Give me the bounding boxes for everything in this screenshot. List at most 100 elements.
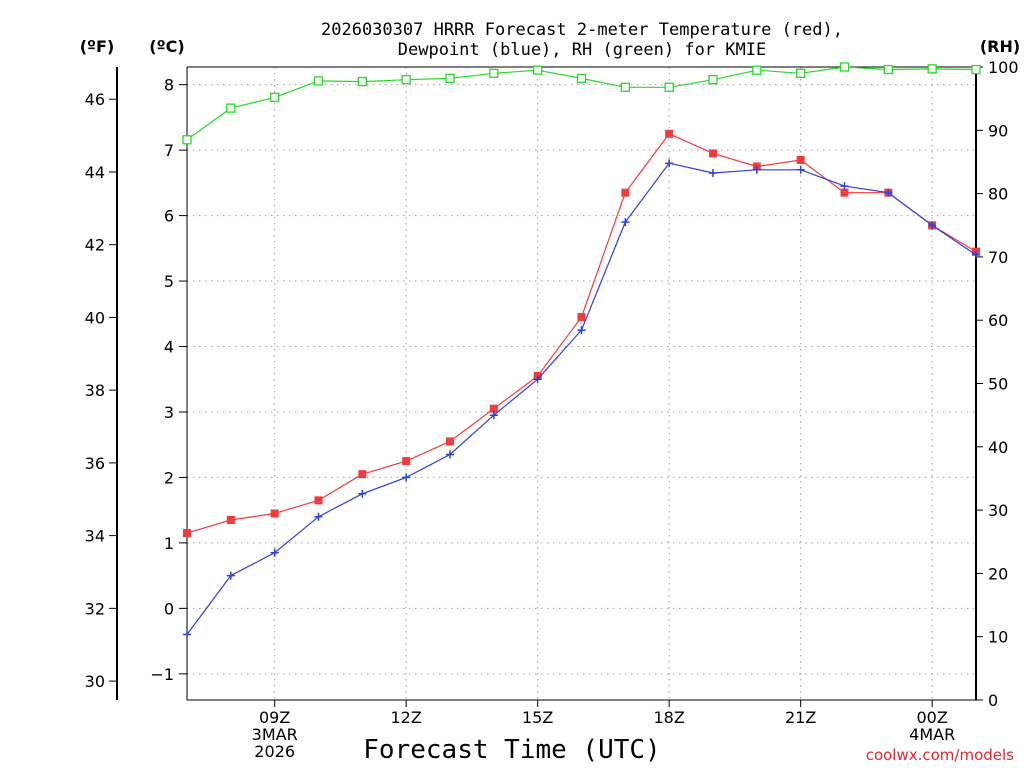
temperature-point [665, 129, 674, 138]
x-tick-label: 21Z [785, 708, 816, 727]
chart-title-line-2: Dewpoint (blue), RH (green) for KMIE [398, 40, 766, 60]
dewpoint-point [226, 571, 235, 580]
rh-point [708, 75, 718, 85]
rh-point [576, 73, 587, 84]
rh-point [357, 76, 367, 87]
fahrenheit-tick-label: 42 [85, 236, 105, 255]
fahrenheit-tick-label: 38 [85, 381, 105, 400]
fahrenheit-tick-label: 34 [85, 527, 105, 546]
celsius-tick-label: 7 [164, 141, 174, 160]
dewpoint-point [752, 165, 761, 174]
rh-point [401, 75, 411, 85]
dewpoint-point [183, 630, 191, 639]
fahrenheit-tick-label: 32 [85, 599, 105, 618]
rh-tick-label: 10 [988, 628, 1008, 647]
temperature-series [183, 129, 980, 538]
dewpoint-point [840, 182, 849, 191]
x-tick-label: 3MAR [252, 725, 298, 744]
dewpoint-point [621, 218, 630, 227]
dewpoint-point [402, 473, 411, 482]
rh-point [839, 62, 850, 72]
temperature-point [402, 457, 411, 466]
rh-series [182, 62, 981, 145]
fahrenheit-tick-label: 44 [85, 163, 105, 182]
rh-tick-label: 0 [988, 691, 998, 710]
fahrenheit-tick-label: 46 [85, 90, 105, 109]
celsius-tick-label: 2 [164, 468, 174, 487]
source-credit: coolwx.com/models [866, 746, 1014, 764]
dewpoint-point [928, 221, 937, 230]
fahrenheit-tick-label: 30 [85, 672, 105, 691]
celsius-tick-label: 1 [164, 534, 174, 553]
celsius-tick-label: −1 [150, 665, 174, 684]
dewpoint-point [489, 411, 498, 420]
rh-point [620, 82, 630, 92]
temperature-point [446, 437, 454, 446]
dewpoint-series [183, 159, 980, 639]
dewpoint-point [270, 548, 279, 557]
rh-tick-label: 100 [988, 58, 1019, 77]
celsius-tick-label: 4 [164, 338, 174, 357]
rh-tick-label: 40 [988, 438, 1008, 457]
dewpoint-point [314, 512, 323, 521]
grid-lines [187, 67, 976, 700]
x-tick-label: 15Z [522, 708, 553, 727]
x-tick-label: 4MAR [909, 725, 955, 744]
fahrenheit-tick-label: 40 [85, 308, 105, 327]
rh-point [752, 65, 762, 75]
temperature-point [270, 509, 279, 518]
temperature-point [358, 470, 367, 479]
dewpoint-point [796, 165, 805, 174]
rh-tick-label: 30 [988, 501, 1008, 520]
dewpoint-line [186, 162, 977, 635]
fahrenheit-axis-label: (ºF) [80, 37, 115, 56]
rh-point [270, 92, 280, 103]
rh-point [313, 76, 324, 86]
x-tick-label: 00Z [917, 708, 948, 727]
rh-tick-label: 60 [988, 311, 1008, 330]
dewpoint-point [972, 250, 980, 259]
temperature-point [314, 496, 323, 505]
celsius-tick-label: 0 [164, 599, 174, 618]
rh-point [226, 103, 236, 113]
rh-point [796, 68, 806, 78]
celsius-tick-label: 8 [164, 76, 174, 95]
rh-point [489, 68, 499, 78]
x-tick-label: 18Z [654, 708, 685, 727]
dewpoint-point [709, 169, 717, 178]
rh-tick-label: 80 [988, 185, 1008, 204]
chart-title-line-1: 2026030307 HRRR Forecast 2-meter Tempera… [321, 20, 843, 40]
rh-point [927, 64, 937, 74]
dewpoint-point [358, 489, 367, 498]
rh-tick-label: 50 [988, 375, 1008, 394]
rh-tick-label: 70 [988, 248, 1008, 267]
celsius-tick-label: 3 [164, 403, 174, 422]
temperature-point [226, 515, 235, 524]
celsius-tick-label: 5 [164, 272, 174, 291]
rh-axis-label: (RH) [980, 37, 1020, 56]
rh-point [182, 135, 192, 145]
dewpoint-point [533, 375, 542, 384]
rh-point [445, 73, 455, 84]
x-axis-title: Forecast Time (UTC) [363, 735, 660, 765]
rh-point [664, 82, 674, 92]
rh-point [971, 64, 981, 75]
celsius-tick-label: 6 [164, 207, 174, 226]
temperature-point [183, 529, 191, 538]
dewpoint-point [577, 326, 586, 335]
celsius-axis-label: (ºC) [149, 37, 184, 56]
rh-point [883, 64, 893, 75]
temperature-point [621, 188, 630, 197]
temperature-point [840, 188, 849, 197]
dewpoint-point [665, 159, 674, 168]
x-tick-label: 09Z [259, 708, 290, 727]
x-tick-label: 12Z [391, 708, 422, 727]
temperature-point [489, 404, 498, 413]
data-series [182, 62, 981, 639]
fahrenheit-tick-label: 36 [85, 454, 105, 473]
dewpoint-point [446, 450, 454, 459]
temperature-point [577, 313, 586, 322]
rh-point [533, 65, 543, 75]
